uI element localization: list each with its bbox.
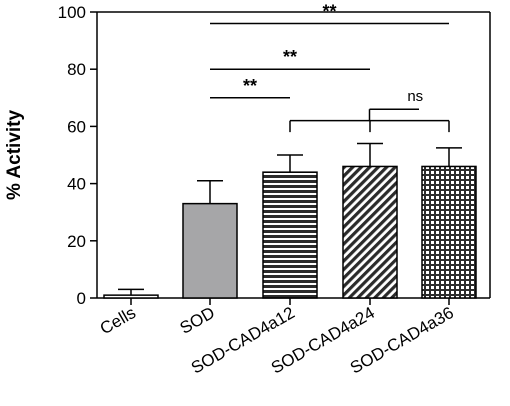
significance-annotations: ** ** ** ns [210,1,450,133]
x-tick-label: Cells [97,303,139,338]
y-axis-label: % Activity [4,110,25,201]
bar [182,202,238,299]
ns-label: ns [407,88,423,105]
x-tick-label: SOD [177,303,218,338]
significance-label: ** [322,1,336,21]
y-tick-label: 100 [58,3,86,22]
bar [342,165,398,299]
bar [103,294,159,299]
y-tick-label: 0 [77,289,86,308]
y-tick-label: 80 [67,60,86,79]
y-tick-label: 60 [67,117,86,136]
bar [421,165,477,299]
y-axis: 0 20 40 60 80 100 [58,3,98,308]
error-bars [118,142,462,296]
bar [262,171,318,299]
bars [103,165,477,299]
significance-label: ** [283,47,297,67]
significance-label: ** [243,76,257,96]
y-tick-label: 40 [67,175,86,194]
y-tick-label: 20 [67,232,86,251]
